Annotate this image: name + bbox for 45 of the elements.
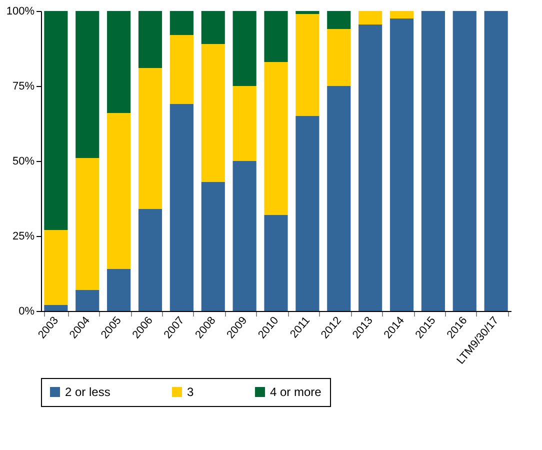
bar: [421, 11, 445, 311]
bar: [232, 86, 256, 161]
bar: [76, 158, 100, 290]
bar: [358, 24, 382, 311]
bar: [232, 161, 256, 311]
bar: [107, 11, 131, 113]
y-tick-label: 75%: [12, 80, 35, 92]
bar: [44, 230, 68, 305]
bar: [138, 68, 162, 209]
bar: [296, 14, 320, 116]
bar: [201, 11, 225, 44]
legend-label: 3: [187, 385, 194, 399]
bar: [327, 86, 351, 311]
bar: [76, 290, 100, 311]
y-tick-label: 50%: [12, 156, 35, 168]
bar: [107, 269, 131, 311]
bar: [452, 11, 476, 311]
bar: [170, 104, 194, 311]
bar: [390, 11, 414, 18]
bar: [138, 11, 162, 68]
bar: [296, 116, 320, 311]
bar: [358, 11, 382, 24]
bar: [327, 29, 351, 86]
bar: [170, 11, 194, 35]
bar: [296, 11, 320, 14]
bar: [138, 209, 162, 311]
bar: [484, 11, 508, 311]
bar: [264, 62, 288, 215]
legend-label: 4 or more: [270, 385, 322, 399]
bar: [232, 11, 256, 86]
y-tick-label: 100%: [6, 6, 35, 18]
bar: [107, 113, 131, 269]
bar: [264, 11, 288, 62]
bar: [390, 18, 414, 311]
y-tick-label: 0%: [18, 306, 35, 318]
bar: [201, 44, 225, 182]
bar: [327, 11, 351, 29]
bar: [44, 305, 68, 311]
y-tick-label: 25%: [12, 230, 35, 242]
bar: [201, 182, 225, 311]
legend-label: 2 or less: [65, 385, 110, 399]
bar: [76, 11, 100, 158]
bar: [170, 35, 194, 104]
bar: [44, 11, 68, 230]
bar: [264, 215, 288, 311]
